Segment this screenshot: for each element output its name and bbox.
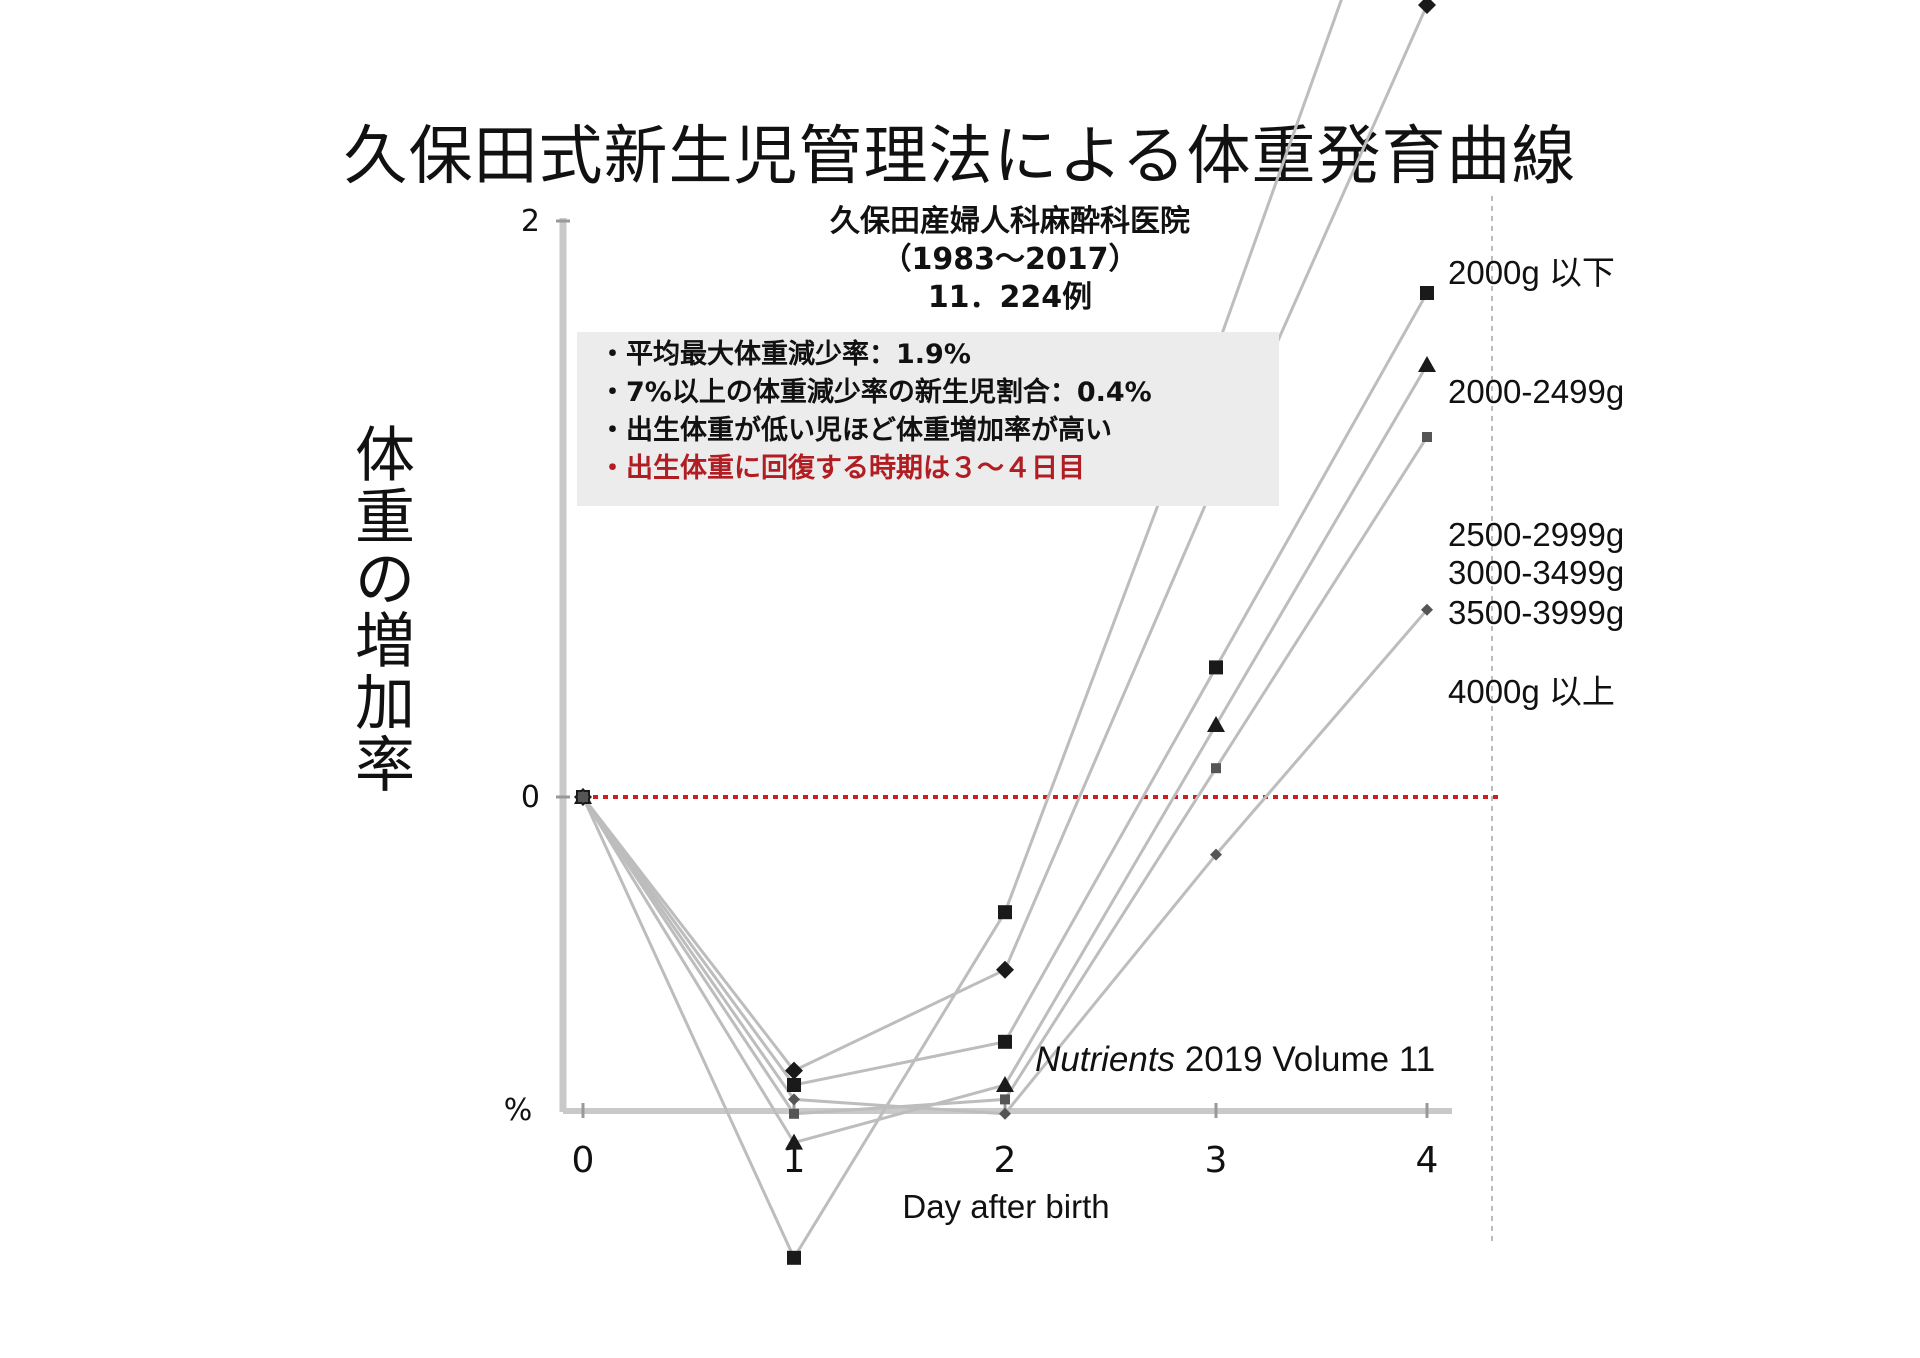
- summary-note: ・出生体重が低い児ほど体重増加率が高い: [599, 415, 1112, 446]
- data-point: [998, 905, 1012, 920]
- data-point: [1209, 660, 1223, 675]
- data-point: [789, 1108, 799, 1119]
- data-point: [1418, 0, 1436, 14]
- data-point: [1420, 286, 1434, 300]
- data-point: [1000, 1094, 1010, 1105]
- series-end-label: 3000-3499g: [1448, 554, 1624, 591]
- x-tick-label: 4: [1416, 1140, 1439, 1181]
- y-tick-label: −2: [496, 1356, 540, 1358]
- summary-note: ・7%以上の体重減少率の新生児割合：0.4%: [599, 377, 1152, 408]
- series-end-label: 2000-2499g: [1448, 373, 1624, 410]
- x-tick-label: 2: [994, 1140, 1017, 1181]
- citation-detail: 2019 Volume 11: [1175, 1040, 1436, 1079]
- x-tick-label: 0: [572, 1140, 595, 1181]
- y-tick-label: 2: [521, 204, 540, 239]
- data-point: [577, 791, 589, 803]
- series-end-label: 4000g 以上: [1448, 673, 1615, 710]
- data-point: [1421, 603, 1433, 616]
- y-axis-label-char: の: [355, 545, 415, 615]
- series-end-label: 2000g 以下: [1448, 254, 1615, 291]
- y-axis-label-char: 加: [355, 669, 415, 739]
- data-point: [1211, 763, 1221, 774]
- clinic-name: 久保田産婦人科麻酔科医院: [830, 204, 1190, 239]
- data-point: [787, 1250, 801, 1265]
- study-period: （1983〜2017）: [881, 242, 1139, 277]
- data-point: [998, 1034, 1012, 1049]
- data-point: [1422, 432, 1432, 442]
- journal-name: Nutrients: [1035, 1040, 1176, 1079]
- source-citation: Nutrients 2019 Volume 11: [1035, 1040, 1435, 1080]
- y-axis-label-char: 増: [355, 607, 415, 677]
- y-axis-label-char: 体: [355, 421, 415, 491]
- data-point: [787, 1078, 801, 1092]
- data-point: [785, 1061, 803, 1080]
- y-axis-label: 体 重 の 増 加 率: [350, 425, 420, 797]
- data-point: [1207, 716, 1225, 732]
- y-axis-label-char: 重: [355, 483, 415, 553]
- x-axis-title: Day after birth: [902, 1188, 1109, 1225]
- data-point: [1210, 848, 1222, 861]
- data-point: [788, 1093, 800, 1106]
- case-count: 11．224例: [927, 280, 1093, 315]
- series-end-label: 3500-3999g: [1448, 594, 1624, 631]
- summary-note-highlight: ・出生体重に回復する時期は３〜４日目: [599, 453, 1085, 484]
- chart-annotation: 久保田産婦人科麻酔科医院 （1983〜2017） 11．224例: [790, 203, 1230, 317]
- data-point: [1418, 356, 1436, 372]
- series-line: [581, 436, 1429, 1116]
- y-tick-label: 0: [521, 780, 540, 815]
- y-unit-label: %: [504, 1093, 533, 1128]
- data-point: [999, 1107, 1011, 1120]
- y-axis-label-char: 率: [355, 731, 415, 801]
- x-tick-label: 3: [1205, 1140, 1228, 1181]
- data-point: [785, 1133, 803, 1150]
- summary-note: ・平均最大体重減少率：1.9%: [599, 339, 971, 370]
- data-point: [996, 1076, 1014, 1092]
- data-point: [996, 960, 1014, 979]
- summary-box: ・平均最大体重減少率：1.9% ・7%以上の体重減少率の新生児割合：0.4% ・…: [577, 332, 1279, 506]
- series-end-label: 2500-2999g: [1448, 516, 1624, 553]
- x-tick-label: 1: [783, 1140, 806, 1181]
